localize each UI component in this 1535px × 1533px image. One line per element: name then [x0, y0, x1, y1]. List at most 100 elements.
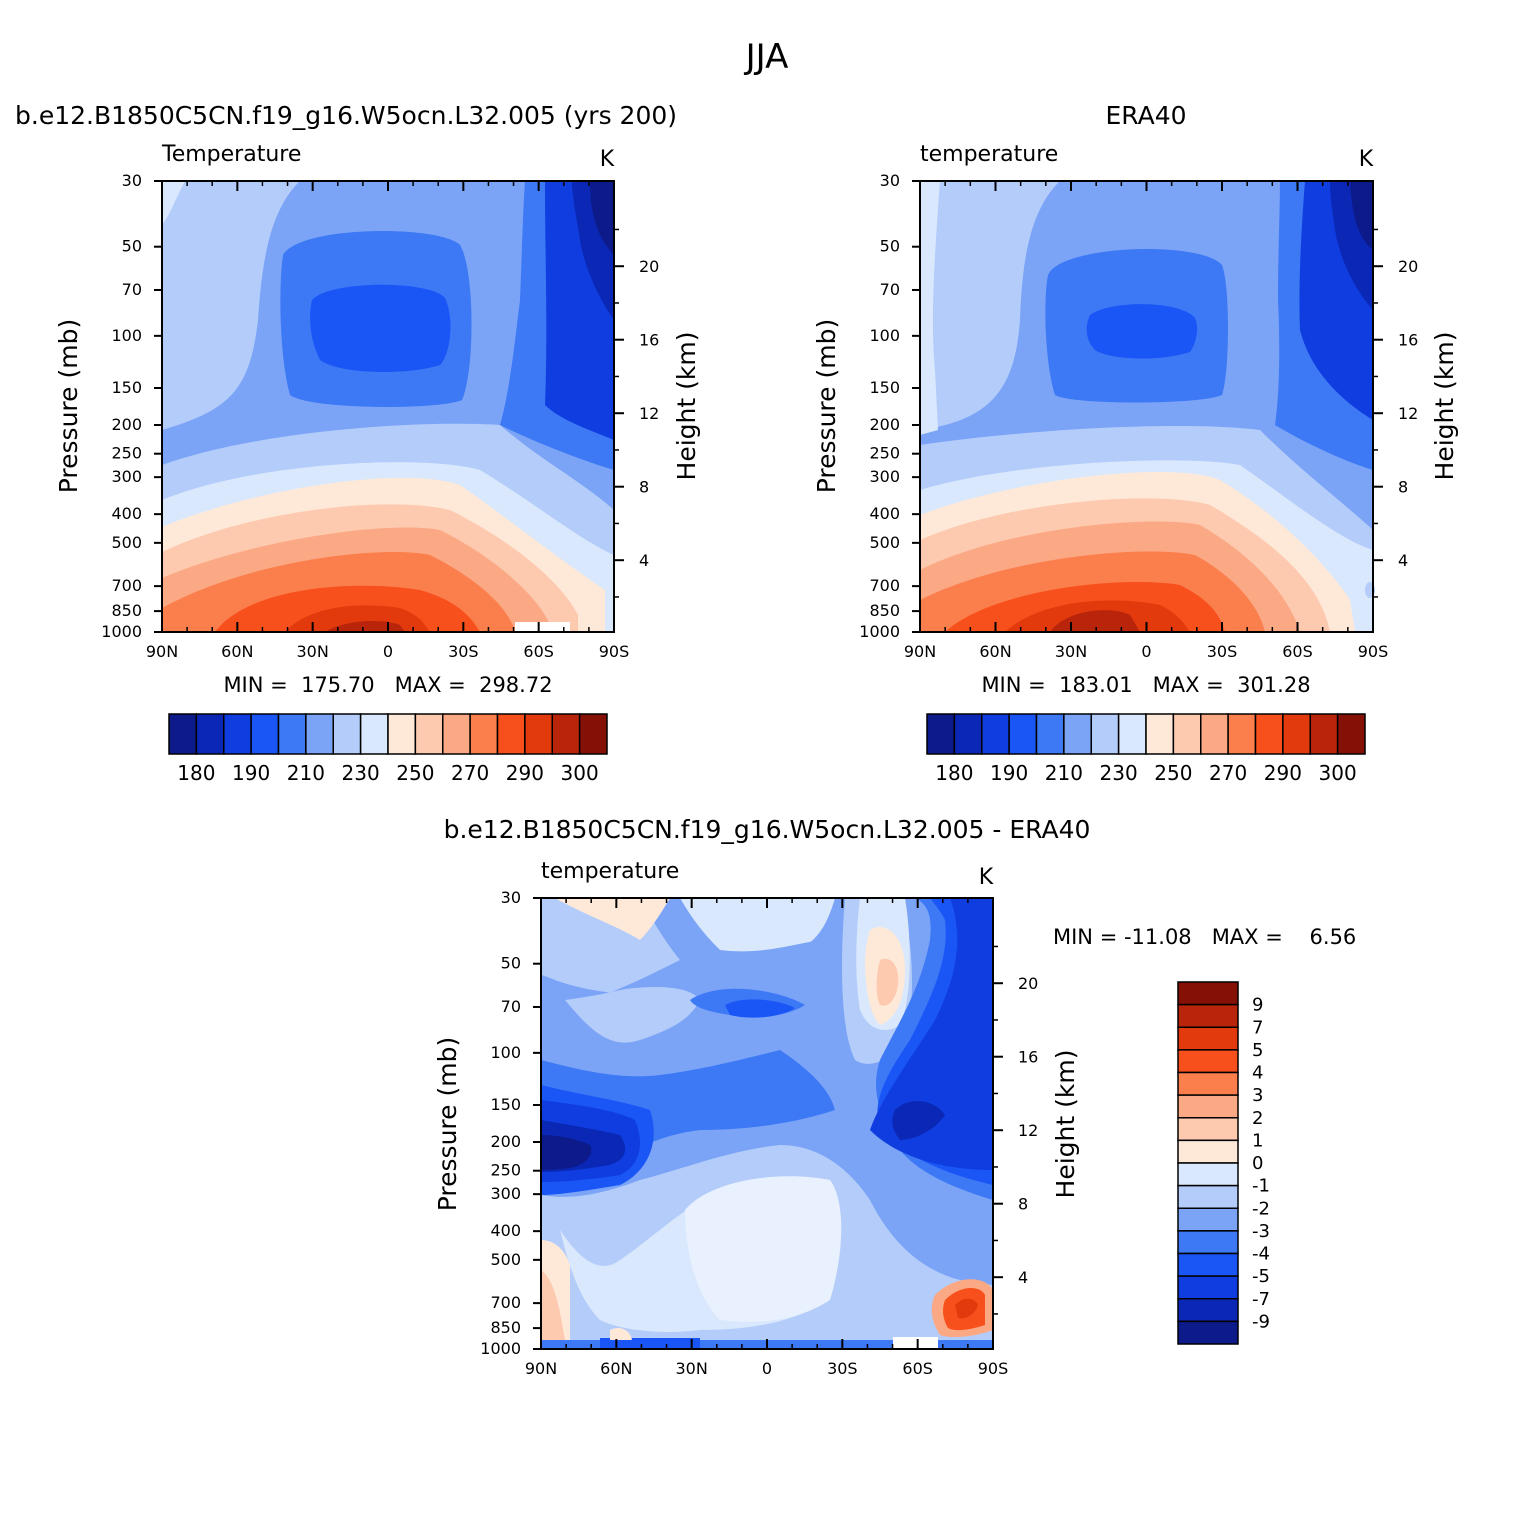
colorbar-box: [332, 713, 362, 755]
colorbar-box: [469, 713, 499, 755]
x-tick-label: 90S: [978, 1359, 1009, 1378]
x-tick-label: 0: [383, 642, 393, 661]
y-tick-label: 700: [111, 576, 142, 595]
colorbar-box: [1035, 713, 1065, 755]
y-tick-label: 200: [111, 415, 142, 434]
x-tick-label: 90S: [1358, 642, 1389, 661]
x-tick-label: 30N: [676, 1359, 708, 1378]
x-tick-label: 90N: [525, 1359, 557, 1378]
panel-diff-field: [541, 898, 993, 1349]
colorbar-box: [1309, 713, 1339, 755]
y-right-tick-label: 4: [1018, 1268, 1028, 1287]
colorbar-box: [1177, 1049, 1239, 1074]
panel-era40-title: ERA40: [1105, 101, 1186, 130]
panel-model-axes: 90N 60N 30N 0 30S 60S 90S 30 50 70 100 150 200 250 300…: [101, 171, 659, 661]
colorbar-box: [1177, 1298, 1239, 1323]
y-tick-label: 70: [501, 997, 521, 1016]
y-tick-label: 100: [111, 326, 142, 345]
y-tick-label: 70: [880, 280, 900, 299]
colorbar-box: [1282, 713, 1311, 755]
y-tick-label: 100: [490, 1043, 521, 1062]
y-right-tick-label: 4: [1398, 551, 1408, 570]
x-tick-label: 60N: [221, 642, 253, 661]
panel-era40-stats: MIN = 183.01 MAX = 301.28: [981, 673, 1310, 697]
y-right-tick-label: 20: [1018, 974, 1038, 993]
y-tick-label: 150: [869, 378, 900, 397]
y-tick-label: 700: [490, 1293, 521, 1312]
panel-model-ylabel-right: Height (km): [672, 332, 701, 481]
y-right-tick-label: 12: [1018, 1121, 1038, 1140]
colorbar-box: [1254, 713, 1284, 755]
colorbar-box: [1172, 713, 1202, 755]
x-tick-label: 90S: [599, 642, 630, 661]
colorbar-label: 290: [506, 761, 544, 785]
colorbar-box: [1177, 1162, 1239, 1187]
colorbar-box: [1177, 1320, 1239, 1345]
y-right-tick-label: 16: [639, 331, 659, 350]
panel-model-colorbar: 180 190 210 230 250 270 290 300: [168, 713, 608, 785]
colorbar-label: 2: [1252, 1108, 1263, 1129]
panel-diff-ylabel: Pressure (mb): [433, 1037, 462, 1211]
colorbar-label: -1: [1252, 1176, 1270, 1197]
y-tick-label: 850: [111, 601, 142, 620]
y-tick-label: 400: [869, 504, 900, 523]
y-right-tick-label: 16: [1018, 1048, 1038, 1067]
colorbar-label: 0: [1252, 1153, 1263, 1174]
colorbar-label: 190: [990, 761, 1028, 785]
colorbar-label: 1: [1252, 1130, 1263, 1151]
colorbar-box: [250, 713, 280, 755]
x-tick-label: 30S: [448, 642, 479, 661]
x-tick-label: 90N: [146, 642, 178, 661]
x-tick-label: 60S: [1282, 642, 1313, 661]
colorbar-label: 270: [1209, 761, 1247, 785]
colorbar-box: [168, 713, 198, 755]
colorbar-box: [953, 713, 983, 755]
y-tick-label: 250: [111, 444, 142, 463]
y-right-tick-label: 20: [639, 257, 659, 276]
colorbar-box: [1177, 981, 1239, 1006]
y-right-tick-label: 8: [639, 478, 649, 497]
y-tick-label: 1000: [859, 622, 900, 641]
colorbar-label: 9: [1252, 995, 1263, 1016]
panel-diff-title: b.e12.B1850C5CN.f19_g16.W5ocn.L32.005 - …: [444, 815, 1091, 844]
y-tick-label: 500: [111, 533, 142, 552]
colorbar-label: 250: [1154, 761, 1192, 785]
y-tick-label: 850: [490, 1318, 521, 1337]
x-tick-label: 30N: [297, 642, 329, 661]
y-tick-label: 30: [122, 171, 142, 190]
y-tick-label: 400: [111, 504, 142, 523]
colorbar-box: [524, 713, 553, 755]
y-tick-label: 150: [490, 1095, 521, 1114]
colorbar-label: -5: [1252, 1266, 1270, 1287]
colorbar-box: [1090, 713, 1120, 755]
panel-model-ylabel: Pressure (mb): [54, 319, 83, 493]
colorbar-label: -7: [1252, 1289, 1270, 1310]
colorbar-box: [1177, 1003, 1239, 1028]
y-tick-label: 300: [111, 467, 142, 486]
x-tick-label: 0: [762, 1359, 772, 1378]
panel-era40-field: [920, 181, 1375, 632]
colorbar-box: [195, 713, 225, 755]
y-right-tick-label: 20: [1398, 257, 1418, 276]
y-tick-label: 50: [880, 237, 900, 256]
panel-era40-subtitle: temperature: [920, 142, 1058, 167]
y-tick-label: 70: [122, 280, 142, 299]
y-right-tick-label: 16: [1398, 331, 1418, 350]
colorbar-label: 5: [1252, 1040, 1263, 1061]
colorbar-box: [1177, 1207, 1239, 1232]
y-tick-label: 100: [869, 326, 900, 345]
y-tick-label: 250: [869, 444, 900, 463]
panel-era40-colorbar: 180 190 210 230 250 270 290 300: [926, 713, 1366, 785]
colorbar-box: [926, 713, 956, 755]
y-tick-label: 1000: [480, 1339, 521, 1358]
y-tick-label: 30: [501, 888, 521, 907]
panel-era40-ylabel: Pressure (mb): [812, 319, 841, 493]
panel-model-stats: MIN = 175.70 MAX = 298.72: [223, 673, 552, 697]
x-tick-label: 60N: [600, 1359, 632, 1378]
colorbar-box: [1117, 713, 1147, 755]
colorbar-box: [496, 713, 526, 755]
colorbar-label: 230: [342, 761, 380, 785]
colorbar-label: 180: [935, 761, 973, 785]
colorbar-box: [1008, 713, 1038, 755]
